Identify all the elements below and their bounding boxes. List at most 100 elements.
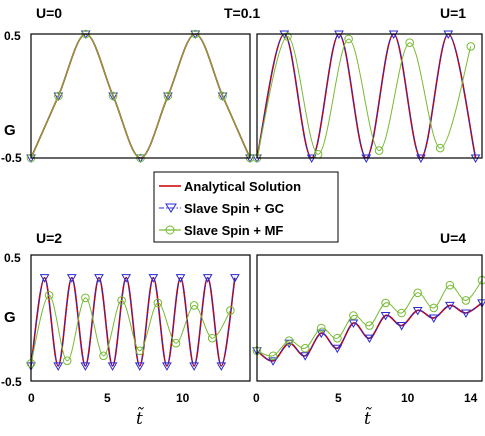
panel-frame-u4 <box>256 254 483 382</box>
marker-gc-u4-13 <box>461 309 471 318</box>
marker-mf-u4-3 <box>300 343 310 353</box>
marker-mf-u2-7 <box>153 298 163 308</box>
panel-frame-u1 <box>256 33 483 159</box>
series-line-u2-2 <box>30 294 231 364</box>
marker-gc-u4-7 <box>364 334 375 344</box>
marker-gc-u2-9 <box>148 274 159 283</box>
marker-mf-u4-11 <box>429 303 439 313</box>
marker-mf-u1-1 <box>283 32 292 41</box>
panel-title-u4: U=4 <box>440 230 466 246</box>
marker-mf-u4-4 <box>317 323 326 333</box>
series-line-u2-1 <box>30 277 236 367</box>
marker-mf-u0-5 <box>163 91 173 101</box>
marker-gc-u2-2 <box>53 362 64 371</box>
panel-frame-u2 <box>30 254 251 382</box>
y-tick-label-bottom-min: -0.5 <box>1 375 22 389</box>
marker-mf-u0-3 <box>108 91 118 101</box>
marker-gc-u4-5 <box>332 344 343 354</box>
legend-marker-mf-icon <box>165 225 175 235</box>
panel-u0 <box>26 29 255 164</box>
series-line-u1-0 <box>256 33 477 159</box>
panel-u4 <box>252 254 485 382</box>
marker-mf-u1-4 <box>374 146 384 155</box>
marker-mf-u2-8 <box>171 338 181 348</box>
marker-gc-u4-9 <box>396 322 407 331</box>
marker-gc-u2-15 <box>230 274 240 283</box>
panels-layer <box>26 29 485 382</box>
panel-u1 <box>252 30 483 164</box>
marker-mf-u0-1 <box>54 91 63 101</box>
marker-gc-u2-4 <box>80 362 91 371</box>
x-tick-label-u2-5: 5 <box>104 391 111 405</box>
marker-mf-u2-10 <box>207 333 217 343</box>
marker-mf-u4-9 <box>397 308 406 318</box>
marker-gc-u4-12 <box>444 301 455 311</box>
panel-title-u0: U=0 <box>36 5 62 21</box>
marker-gc-u2-7 <box>121 274 132 283</box>
panel-title-u1: U=1 <box>440 5 466 21</box>
y-tick-label-top-max: 0.5 <box>4 29 21 43</box>
series-line-u0-1 <box>30 33 251 159</box>
y-axis-label-bottom: G <box>4 309 16 326</box>
marker-mf-u0-7 <box>218 91 227 101</box>
series-line-u0-0 <box>30 33 251 159</box>
series-line-u0-2 <box>30 33 251 159</box>
marker-gc-u0-3 <box>108 92 118 102</box>
series-line-u1-2 <box>256 35 472 159</box>
marker-gc-u4-8 <box>380 311 391 321</box>
marker-mf-u2-5 <box>117 296 126 305</box>
marker-mf-u1-5 <box>405 38 415 48</box>
marker-gc-u2-10 <box>162 362 172 371</box>
marker-gc-u2-12 <box>189 362 199 371</box>
marker-mf-u4-8 <box>381 298 390 308</box>
marker-mf-u1-3 <box>344 34 353 44</box>
y-axis-label-top: G <box>4 122 16 139</box>
x-tick-label-u2-0: 0 <box>28 391 35 405</box>
marker-mf-u4-7 <box>365 321 374 330</box>
marker-gc-u4-4 <box>316 329 327 339</box>
legend-label-mf: Slave Spin + MF <box>184 223 283 238</box>
marker-mf-u2-1 <box>44 291 54 300</box>
x-axis-label-u4: t̃ <box>364 407 372 429</box>
y-tick-label-top-min: -0.5 <box>1 151 22 165</box>
marker-gc-u2-6 <box>107 362 118 371</box>
marker-mf-u2-3 <box>81 293 90 303</box>
marker-mf-u4-13 <box>461 296 471 305</box>
marker-mf-u4-12 <box>445 280 455 290</box>
panel-title-u2: U=2 <box>36 230 62 246</box>
marker-gc-u4-11 <box>428 314 439 324</box>
marker-gc-u4-1 <box>268 357 278 366</box>
marker-mf-u4-10 <box>413 288 423 298</box>
y-tick-label-bottom-max: 0.5 <box>4 251 21 265</box>
marker-mf-u4-5 <box>333 333 342 343</box>
marker-gc-u2-5 <box>94 274 104 283</box>
marker-mf-u4-2 <box>284 336 294 346</box>
marker-mf-u1-6 <box>435 143 445 153</box>
x-tick-label-u4-5: 5 <box>335 391 342 405</box>
x-tick-label-u4-0: 0 <box>253 391 260 405</box>
legend-box <box>153 171 339 243</box>
marker-gc-u2-1 <box>39 274 50 283</box>
legend-label-gc: Slave Spin + GC <box>184 201 285 216</box>
series-line-u4-0 <box>256 302 483 362</box>
x-tick-label-u2-10: 10 <box>176 391 190 405</box>
legend: Analytical Solution Slave Spin + GC Slav… <box>153 171 339 243</box>
x-axis-label-u2: t̃ <box>136 407 144 429</box>
x-tick-label-u4-14: 14 <box>464 391 478 405</box>
marker-gc-u4-3 <box>300 352 311 361</box>
marker-mf-u2-4 <box>99 351 108 361</box>
marker-mf-u1-7 <box>466 42 476 51</box>
marker-mf-u2-2 <box>62 356 72 366</box>
marker-gc-u4-6 <box>348 319 359 329</box>
series-line-u1-1 <box>256 33 477 159</box>
marker-mf-u4-6 <box>349 311 358 320</box>
marker-gc-u2-3 <box>66 274 77 283</box>
marker-gc-u2-13 <box>202 274 213 283</box>
legend-marker-gc-icon <box>165 203 177 213</box>
panel-u2 <box>26 254 251 382</box>
marker-gc-u2-8 <box>134 362 145 371</box>
marker-gc-u0-7 <box>217 92 228 102</box>
temperature-annotation: T=0.1 <box>224 5 260 21</box>
series-line-u4-2 <box>256 279 483 357</box>
